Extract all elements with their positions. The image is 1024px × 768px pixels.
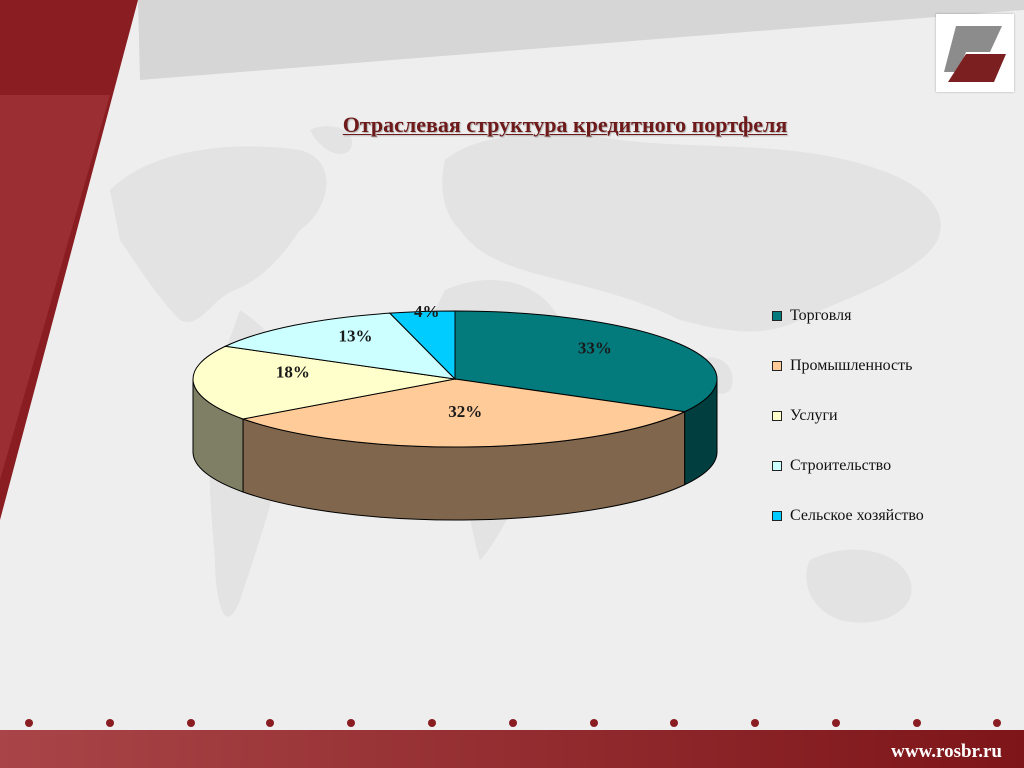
footer-bar xyxy=(0,730,1024,768)
legend-swatch-4 xyxy=(772,461,782,471)
pie-data-label-2: 32% xyxy=(448,402,482,421)
legend-label-3: Услуги xyxy=(790,407,838,424)
footer-url[interactable]: www.rosbr.ru xyxy=(891,741,1002,762)
logo xyxy=(936,14,1014,92)
pie-slice-1 xyxy=(454,310,718,413)
legend-swatch-3 xyxy=(772,411,782,421)
pie-data-label-4: 13% xyxy=(338,327,372,346)
pie-slice-5 xyxy=(388,310,456,381)
pie-top xyxy=(192,310,718,448)
pie-data-label-3: 18% xyxy=(276,363,310,382)
pie-labels: 33% 32% 18% 13% 4% xyxy=(276,302,612,421)
pie-slice-2 xyxy=(241,378,687,448)
legend-label-4: Строительство xyxy=(790,457,892,474)
legend-label-2: Промышленность xyxy=(790,357,913,374)
pie-slice-4 xyxy=(223,312,457,380)
legend-label-1: Торговля xyxy=(790,307,852,324)
legend-swatch-1 xyxy=(772,311,782,321)
legend-swatch-2 xyxy=(772,361,782,371)
legend-label-5: Сельское хозяйство xyxy=(790,507,924,524)
rosbank-logo-icon xyxy=(944,26,1006,82)
pie-data-label-1: 33% xyxy=(578,339,612,358)
chart-title: Отраслевая структура кредитного портфеля xyxy=(342,112,788,137)
pie-slice-3 xyxy=(192,345,456,420)
legend-swatch-5 xyxy=(772,511,782,521)
pie-data-label-5: 4% xyxy=(414,302,440,321)
dot-row xyxy=(25,719,1001,727)
